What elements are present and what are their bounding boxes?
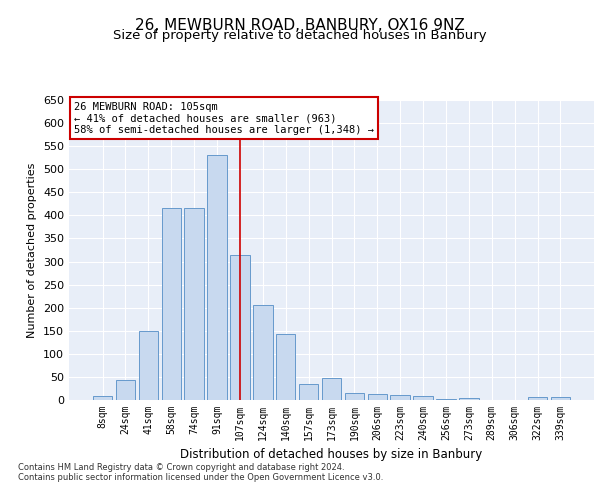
- X-axis label: Distribution of detached houses by size in Banbury: Distribution of detached houses by size …: [181, 448, 482, 462]
- Bar: [322, 378, 341, 400]
- Bar: [344, 393, 364, 400]
- Bar: [184, 208, 204, 400]
- Text: Size of property relative to detached houses in Banbury: Size of property relative to detached ho…: [113, 29, 487, 42]
- Bar: [230, 254, 250, 400]
- Bar: [368, 394, 387, 400]
- Text: Contains HM Land Registry data © Crown copyright and database right 2024.: Contains HM Land Registry data © Crown c…: [18, 462, 344, 471]
- Bar: [299, 384, 319, 400]
- Bar: [551, 397, 570, 400]
- Bar: [276, 334, 295, 400]
- Bar: [413, 396, 433, 400]
- Bar: [116, 380, 135, 400]
- Bar: [93, 396, 112, 400]
- Bar: [459, 398, 479, 400]
- Bar: [253, 306, 272, 400]
- Bar: [436, 399, 455, 400]
- Text: 26, MEWBURN ROAD, BANBURY, OX16 9NZ: 26, MEWBURN ROAD, BANBURY, OX16 9NZ: [135, 18, 465, 32]
- Bar: [391, 396, 410, 400]
- Text: 26 MEWBURN ROAD: 105sqm
← 41% of detached houses are smaller (963)
58% of semi-d: 26 MEWBURN ROAD: 105sqm ← 41% of detache…: [74, 102, 374, 134]
- Y-axis label: Number of detached properties: Number of detached properties: [28, 162, 37, 338]
- Bar: [528, 397, 547, 400]
- Bar: [161, 208, 181, 400]
- Bar: [208, 156, 227, 400]
- Bar: [139, 331, 158, 400]
- Text: Contains public sector information licensed under the Open Government Licence v3: Contains public sector information licen…: [18, 472, 383, 482]
